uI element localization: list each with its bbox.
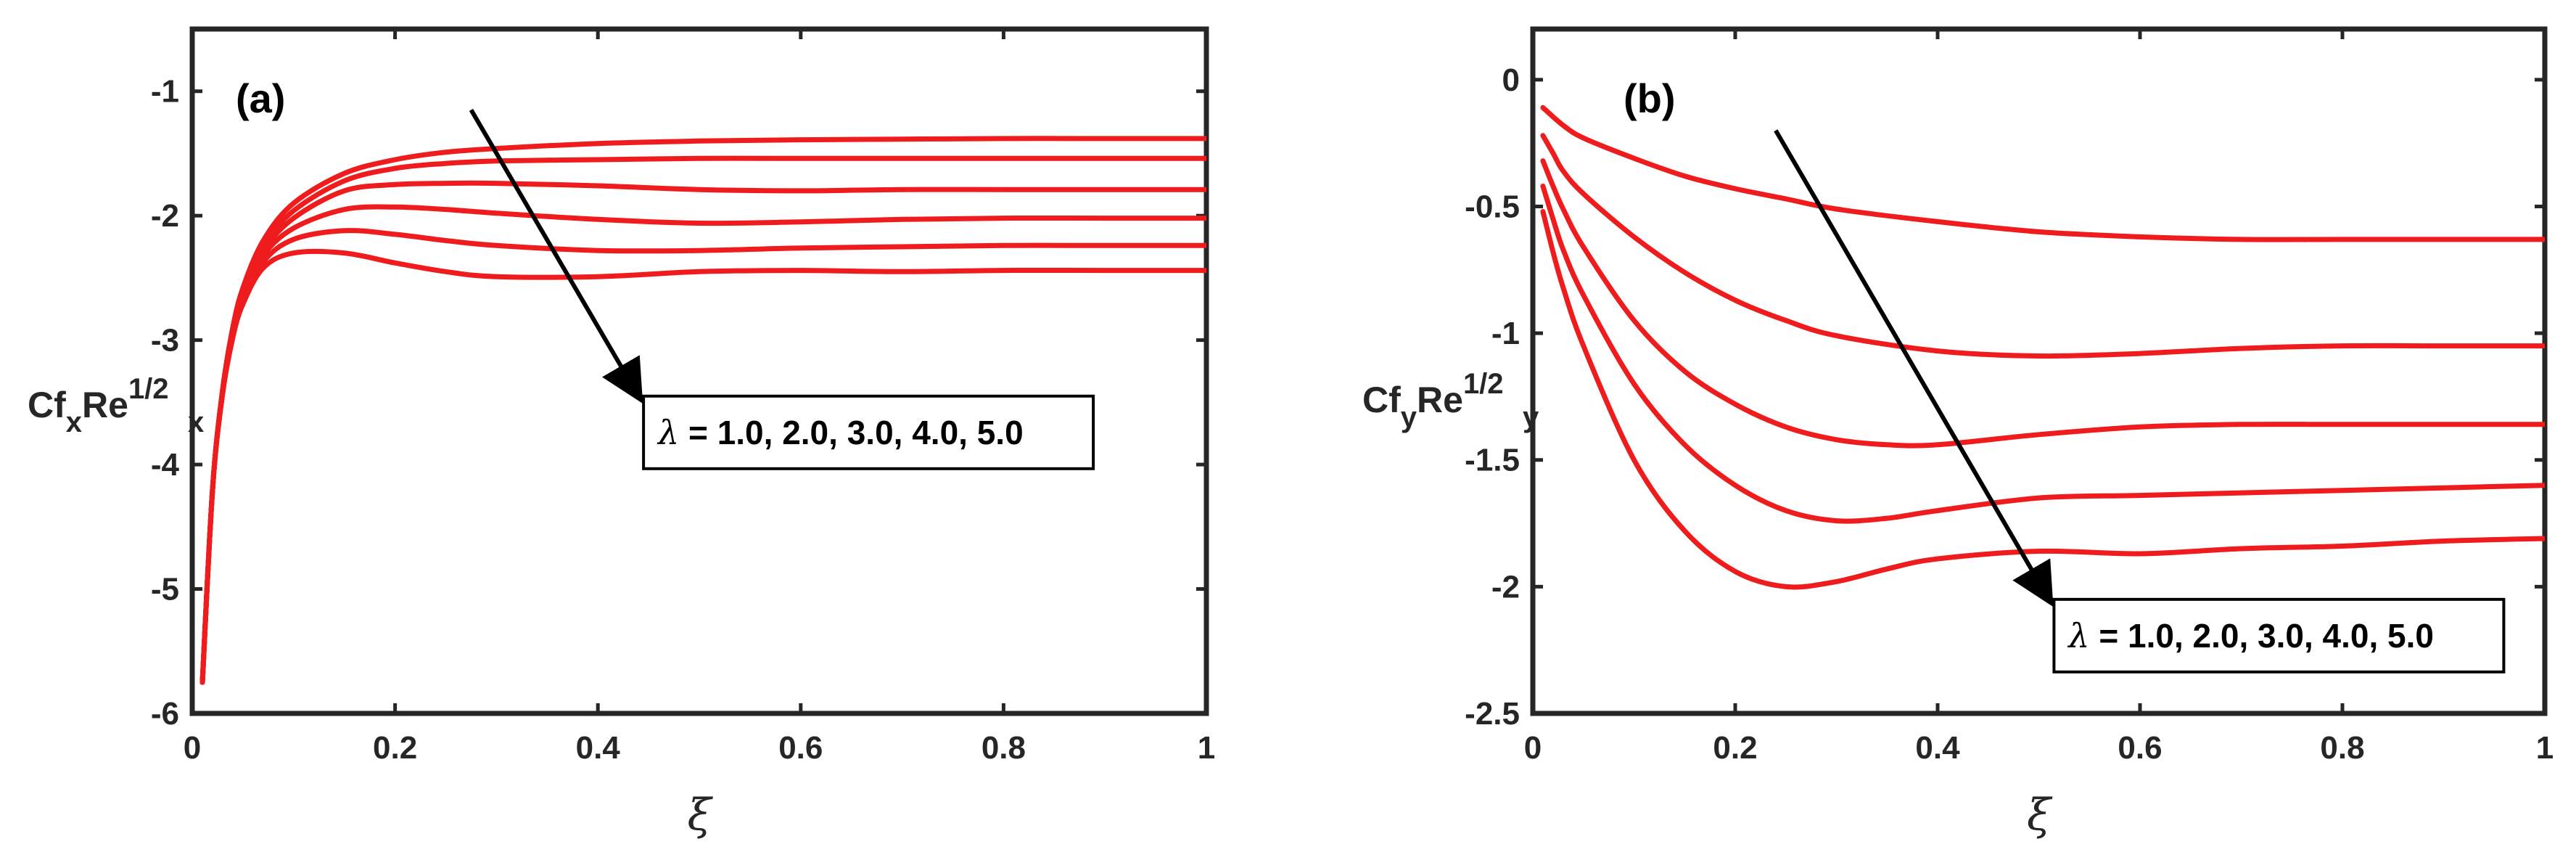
x-tick-label: 0.2 [373,730,417,766]
x-tick-label: 0.2 [1713,730,1757,766]
series-line [1540,133,2545,359]
x-tick-label: 0 [184,730,201,766]
y-axis-label-subscript: y [1523,401,1539,433]
x-tick-label: 0.4 [576,730,621,766]
axes-frame [189,26,1209,716]
y-tick-label: 0 [1502,62,1520,98]
x-tick-label: 0 [1524,730,1542,766]
x-tick-label: 0.4 [1915,730,1960,766]
axes-frame [1530,26,2548,716]
chart-panel-b: 0 0.2 0.4 0.6 0.8 1 -2.5 -2 -1.5 -1 -0.5 0 ξ CfyRe1/2… [1362,26,2554,840]
x-tick-label: 0.8 [982,730,1026,766]
series-group [1540,105,2545,590]
y-tick-label: -6 [151,696,179,732]
x-tick-label: 0.8 [2320,730,2364,766]
y-tick-label: -1 [1491,316,1520,351]
annotation-arrow [469,108,643,404]
series-line [1540,209,2545,590]
y-tick-label: -3 [151,323,179,359]
series-line [1540,158,2545,449]
y-tick-label: -0.5 [1465,189,1520,224]
chart-panel-a: 0 0.2 0.4 0.6 0.8 1 -6 -5 -4 -3 -2 -1 ξ CfxRe1/2 x (a) λ… [28,26,1215,840]
series-line [199,248,1206,685]
x-axis-label: ξ [2027,790,2053,840]
y-axis-label: CfxRe1/2 [28,373,169,438]
series-line [1540,105,2545,242]
series-line [1540,184,2545,524]
annotation-text: λ = 1.0, 2.0, 3.0, 4.0, 5.0 [657,413,1024,452]
x-tick-label: 1 [1198,730,1215,766]
y-tick-label: -2.5 [1465,696,1520,732]
y-tick-label: -2 [1491,569,1520,605]
y-tick-label: -4 [151,447,180,483]
x-tick-label: 0.6 [778,730,823,766]
annotation-text: λ = 1.0, 2.0, 3.0, 4.0, 5.0 [2067,616,2434,655]
panel-label: (b) [1624,75,1676,121]
x-tick-label: 1 [2536,730,2554,766]
series-group [199,136,1206,685]
y-axis-label-subscript: x [188,406,204,438]
annotation-box [2052,597,2506,673]
y-tick-label: -1.5 [1465,443,1520,478]
panel-label: (a) [236,75,285,121]
y-tick-label: -2 [151,198,179,234]
y-axis-label: CfyRe1/2 [1362,368,1504,433]
annotation-arrow [1774,129,2054,607]
y-tick-label: -1 [151,74,179,110]
annotation-box [642,394,1095,470]
y-tick-label: -5 [151,572,179,607]
x-tick-label: 0.6 [2118,730,2162,766]
x-axis-label: ξ [687,790,713,840]
